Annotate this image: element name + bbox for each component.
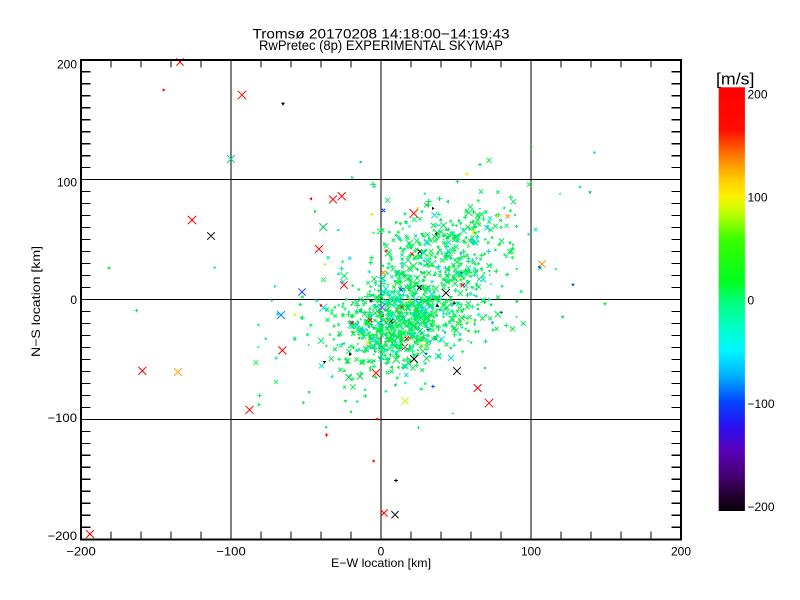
svg-text:0: 0 [378,544,385,558]
svg-text:−100: −100 [748,397,775,411]
svg-text:200: 200 [748,87,768,101]
svg-text:Tromsø 20170208 14:18:00−14:19: Tromsø 20170208 14:18:00−14:19:43 [253,26,510,42]
svg-text:200: 200 [671,544,691,558]
svg-text:100: 100 [748,191,768,205]
svg-text:100: 100 [521,544,541,558]
svg-text:0: 0 [748,294,755,308]
svg-text:0: 0 [70,293,77,307]
svg-text:E−W location [km]: E−W location [km] [331,556,431,570]
svg-text:−200: −200 [66,544,96,558]
svg-text:RwPretec (8p) EXPERIMENTAL SKY: RwPretec (8p) EXPERIMENTAL SKYMAP [259,37,503,53]
svg-text:N−S location [km]: N−S location [km] [29,246,43,357]
svg-text:−200: −200 [48,529,78,543]
svg-text:−100: −100 [216,544,246,558]
svg-text:−100: −100 [48,411,78,425]
svg-text:100: 100 [57,175,77,189]
svg-text:200: 200 [57,57,77,71]
svg-text:−200: −200 [748,500,775,514]
svg-text:[m/s]: [m/s] [716,70,755,89]
